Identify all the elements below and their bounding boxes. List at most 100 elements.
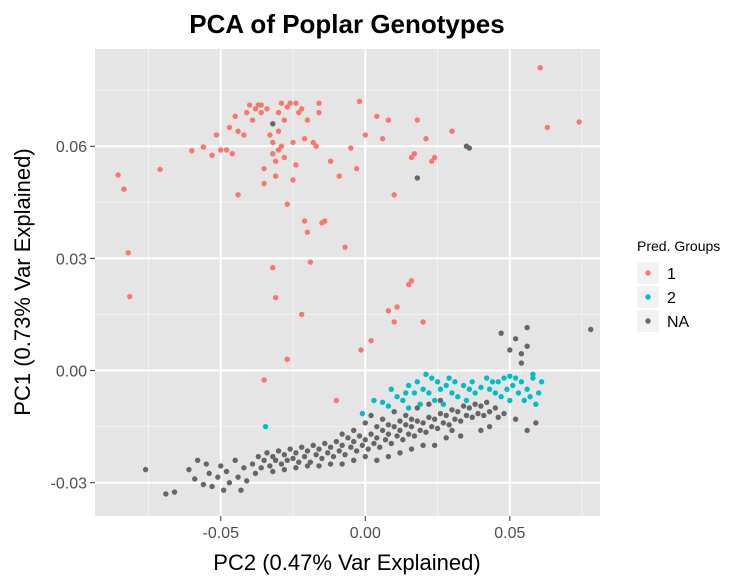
point-group-2 <box>478 384 484 391</box>
point-group-na <box>264 450 270 456</box>
point-group-na <box>324 450 331 456</box>
point-group-na <box>284 457 290 463</box>
point-group-2 <box>400 397 406 404</box>
point-group-1 <box>115 172 121 178</box>
point-group-na <box>475 410 481 417</box>
point-group-2 <box>379 399 386 406</box>
point-group-2 <box>446 375 452 381</box>
point-group-na <box>348 444 354 450</box>
point-group-2 <box>504 386 510 392</box>
point-group-1 <box>258 102 264 108</box>
point-group-1 <box>449 128 455 134</box>
point-group-1 <box>576 119 582 125</box>
point-group-2 <box>423 371 429 377</box>
point-group-1 <box>391 192 397 198</box>
point-group-2 <box>388 386 394 392</box>
point-group-na <box>171 489 178 495</box>
point-group-na <box>391 408 397 415</box>
point-group-2 <box>414 379 421 385</box>
point-group-na <box>512 416 519 422</box>
point-group-2 <box>501 375 507 381</box>
point-group-na <box>469 414 475 420</box>
point-group-1 <box>121 186 127 192</box>
point-group-na <box>232 457 238 463</box>
point-group-na <box>255 453 262 460</box>
point-group-1 <box>272 158 279 164</box>
point-group-na <box>339 431 345 437</box>
point-group-na <box>270 453 276 460</box>
point-group-na <box>304 463 311 469</box>
point-group-na <box>449 407 455 413</box>
point-group-na <box>258 465 264 471</box>
point-group-na <box>200 481 207 488</box>
point-group-1 <box>235 192 241 198</box>
point-group-2 <box>530 371 536 377</box>
point-group-na <box>301 453 308 460</box>
point-group-2 <box>431 397 438 404</box>
point-group-1 <box>284 201 290 207</box>
point-group-1 <box>284 104 290 110</box>
point-group-2 <box>455 394 461 400</box>
point-group-1 <box>244 109 250 116</box>
point-group-na <box>437 397 444 404</box>
point-group-1 <box>241 132 247 138</box>
point-group-na <box>501 410 507 417</box>
point-group-2 <box>472 390 478 396</box>
point-group-1 <box>270 265 276 271</box>
point-group-2 <box>440 401 447 407</box>
point-group-na <box>249 461 256 467</box>
point-group-1 <box>408 154 415 161</box>
point-group-2 <box>371 397 377 404</box>
point-group-na <box>368 412 374 419</box>
point-group-na <box>186 466 192 473</box>
x-tick-label: 0.00 <box>350 525 381 542</box>
point-group-na <box>478 403 484 409</box>
point-group-na <box>420 420 426 426</box>
point-group-na <box>206 470 212 477</box>
point-group-na <box>397 450 403 456</box>
point-group-na <box>492 405 499 411</box>
point-group-2 <box>538 379 545 385</box>
point-group-na <box>342 451 348 458</box>
point-group-2 <box>524 386 530 392</box>
point-group-na <box>244 478 250 484</box>
point-group-2 <box>536 390 542 396</box>
point-group-1 <box>235 128 241 134</box>
point-group-2 <box>469 379 475 385</box>
point-group-1 <box>316 109 322 116</box>
point-group-na <box>431 416 438 422</box>
y-axis-title: PC1 (0.73% Var Explained) <box>10 148 35 415</box>
point-group-na <box>235 474 241 480</box>
point-group-na <box>483 399 490 406</box>
point-group-1 <box>358 347 364 353</box>
point-group-1 <box>296 109 302 116</box>
point-group-1 <box>290 139 296 146</box>
point-group-1 <box>270 150 276 157</box>
point-group-1 <box>264 106 270 112</box>
point-group-2 <box>466 386 473 392</box>
point-group-na <box>403 412 409 419</box>
point-group-1 <box>348 145 354 151</box>
y-tick-label: 0.00 <box>56 364 87 381</box>
point-group-na <box>507 347 513 353</box>
point-group-na <box>446 422 452 428</box>
point-group-2 <box>518 379 525 385</box>
point-group-na <box>382 437 389 443</box>
point-group-na <box>452 416 458 422</box>
point-group-na <box>486 408 493 415</box>
point-group-na <box>498 330 504 336</box>
point-group-1 <box>232 113 238 120</box>
point-group-na <box>455 408 461 415</box>
point-group-1 <box>411 150 418 157</box>
legend-swatch-na <box>645 318 651 324</box>
point-group-2 <box>359 410 366 417</box>
point-group-2 <box>460 382 467 389</box>
point-group-2 <box>452 379 458 385</box>
point-group-na <box>330 453 337 460</box>
point-group-na <box>463 143 470 149</box>
point-group-2 <box>515 390 522 396</box>
point-group-na <box>414 418 421 424</box>
point-group-na <box>481 412 487 419</box>
point-group-na <box>356 433 363 439</box>
